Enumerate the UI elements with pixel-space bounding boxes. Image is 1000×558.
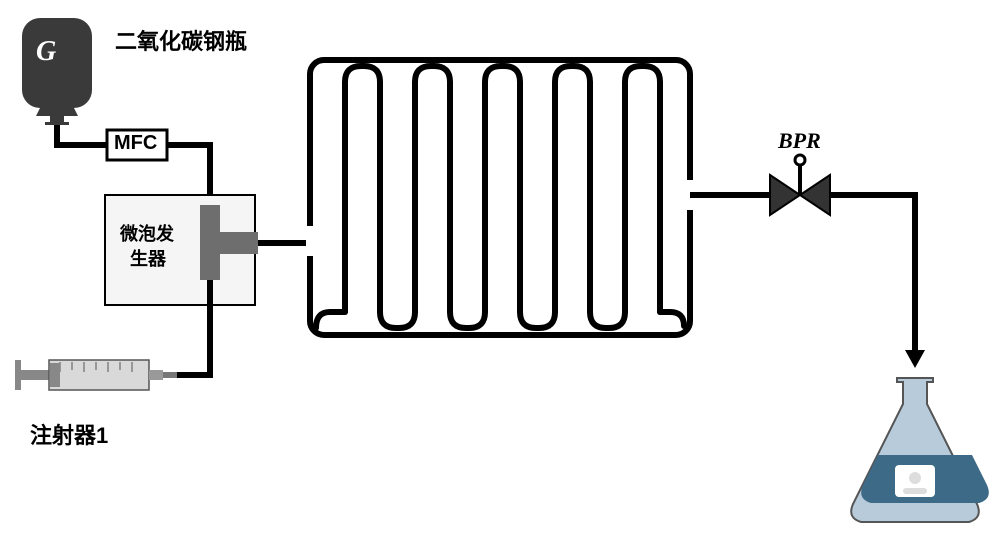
bpr-label: BPR — [778, 128, 821, 154]
pipe-bpr-to-flask — [830, 195, 915, 352]
generator-label-line1: 微泡发 — [120, 220, 174, 246]
cylinder-g-label: G — [36, 36, 56, 68]
arrowhead-to-flask — [905, 350, 925, 368]
bpr-valve — [770, 155, 830, 215]
reactor-coil — [306, 60, 694, 335]
cylinder-title: 二氧化碳钢瓶 — [115, 24, 247, 56]
syringe-1 — [15, 360, 177, 390]
flow-diagram — [0, 0, 1000, 558]
mfc-label: MFC — [114, 132, 157, 155]
pipe-cylinder-to-mfc — [57, 125, 107, 145]
syringe-label: 注射器1 — [30, 418, 108, 450]
collection-flask — [851, 378, 989, 522]
generator-label-line2: 生器 — [130, 245, 166, 271]
gas-cylinder — [22, 18, 92, 125]
